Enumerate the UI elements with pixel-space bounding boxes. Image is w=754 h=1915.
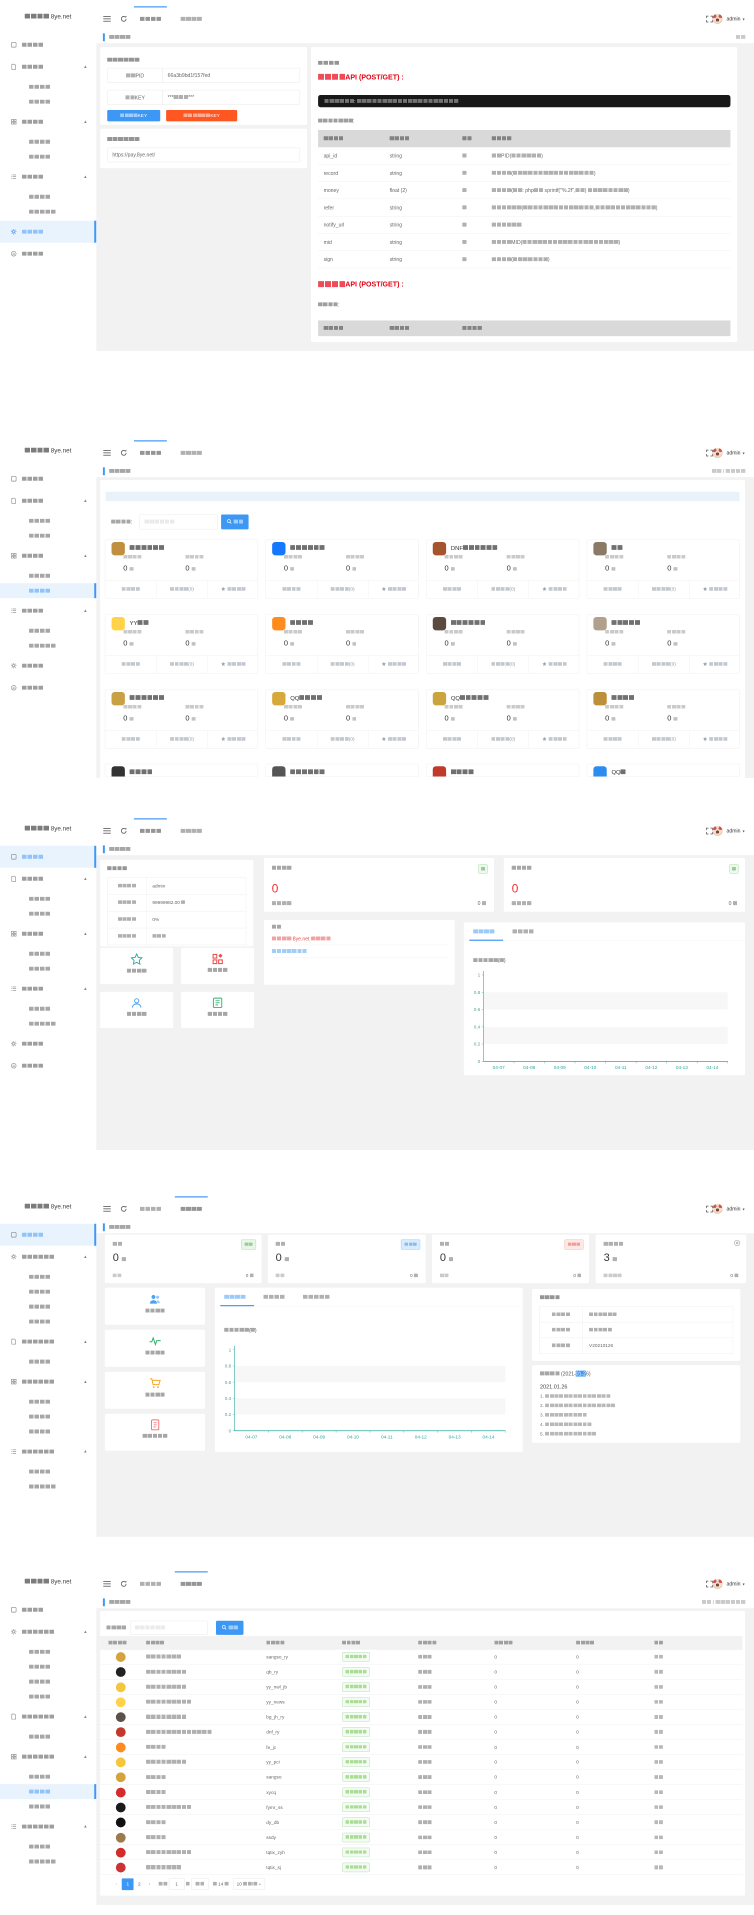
svg-text:04-14: 04-14 xyxy=(482,1435,494,1440)
svg-text:1: 1 xyxy=(229,1347,232,1352)
svg-text:0: 0 xyxy=(478,1059,481,1064)
svg-text:04-07: 04-07 xyxy=(245,1435,257,1440)
svg-text:04-12: 04-12 xyxy=(415,1435,427,1440)
svg-text:04-12: 04-12 xyxy=(645,1065,657,1070)
svg-text:1: 1 xyxy=(478,973,481,978)
svg-text:04-13: 04-13 xyxy=(676,1065,688,1070)
svg-text:04-14: 04-14 xyxy=(706,1065,718,1070)
svg-text:0.2: 0.2 xyxy=(474,1042,481,1047)
svg-text:04-08: 04-08 xyxy=(523,1065,535,1070)
svg-text:04-07: 04-07 xyxy=(493,1065,505,1070)
svg-text:0.2: 0.2 xyxy=(225,1412,232,1417)
svg-text:0: 0 xyxy=(229,1428,232,1433)
svg-text:04-10: 04-10 xyxy=(347,1435,359,1440)
svg-text:0.8: 0.8 xyxy=(225,1364,232,1369)
svg-text:0.6: 0.6 xyxy=(474,1007,481,1012)
svg-text:04-10: 04-10 xyxy=(584,1065,596,1070)
svg-text:0.6: 0.6 xyxy=(225,1380,232,1385)
svg-text:04-09: 04-09 xyxy=(554,1065,566,1070)
svg-text:04-08: 04-08 xyxy=(279,1435,291,1440)
svg-text:04-11: 04-11 xyxy=(615,1065,627,1070)
svg-text:04-13: 04-13 xyxy=(449,1435,461,1440)
svg-text:0.4: 0.4 xyxy=(474,1024,481,1029)
svg-text:04-11: 04-11 xyxy=(381,1435,393,1440)
svg-text:0.8: 0.8 xyxy=(474,990,481,995)
svg-text:04-09: 04-09 xyxy=(313,1435,325,1440)
svg-text:0.4: 0.4 xyxy=(225,1396,232,1401)
